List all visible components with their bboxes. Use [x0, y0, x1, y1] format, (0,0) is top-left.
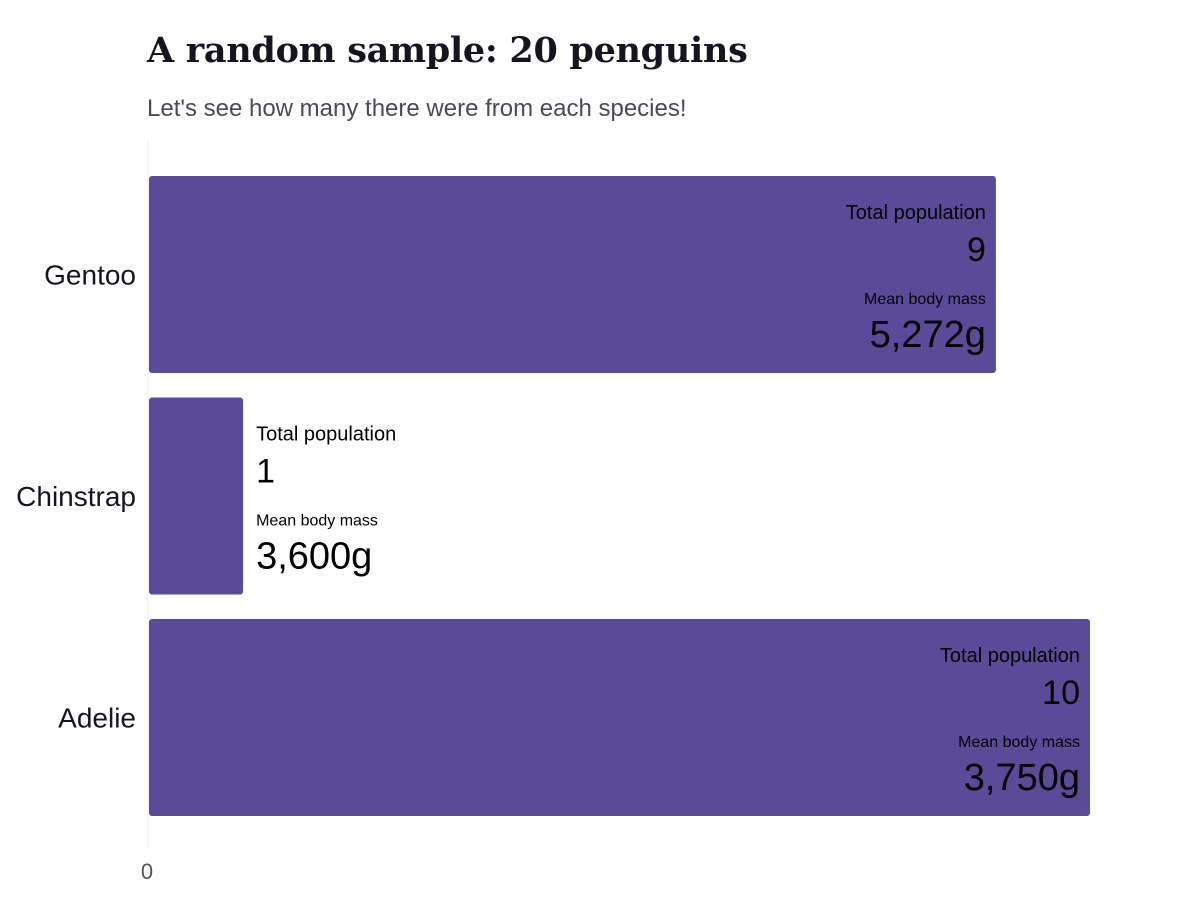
population-value: 9 — [967, 231, 986, 269]
population-label: Total population — [256, 424, 396, 446]
x-tick-label: 0 — [141, 859, 153, 884]
mass-value: 5,272g — [870, 314, 986, 356]
population-value: 1 — [256, 453, 275, 491]
population-label: Total population — [846, 202, 986, 224]
category-label: Chinstrap — [16, 481, 136, 512]
bar-gentoo — [149, 176, 996, 373]
mass-label: Mean body mass — [864, 291, 986, 308]
chart-subtitle: Let's see how many there were from each … — [147, 95, 687, 122]
mass-label: Mean body mass — [958, 734, 1080, 751]
chart-title: A random sample: 20 penguins — [147, 30, 748, 71]
category-label: Gentoo — [44, 260, 136, 291]
bar-chinstrap — [149, 397, 244, 595]
population-value: 10 — [1042, 674, 1080, 712]
bar-adelie — [149, 619, 1090, 816]
mass-label: Mean body mass — [256, 513, 378, 530]
mass-value: 3,750g — [964, 757, 1080, 799]
mass-value: 3,600g — [256, 536, 372, 578]
category-label: Adelie — [58, 703, 136, 734]
population-label: Total population — [940, 645, 1080, 667]
